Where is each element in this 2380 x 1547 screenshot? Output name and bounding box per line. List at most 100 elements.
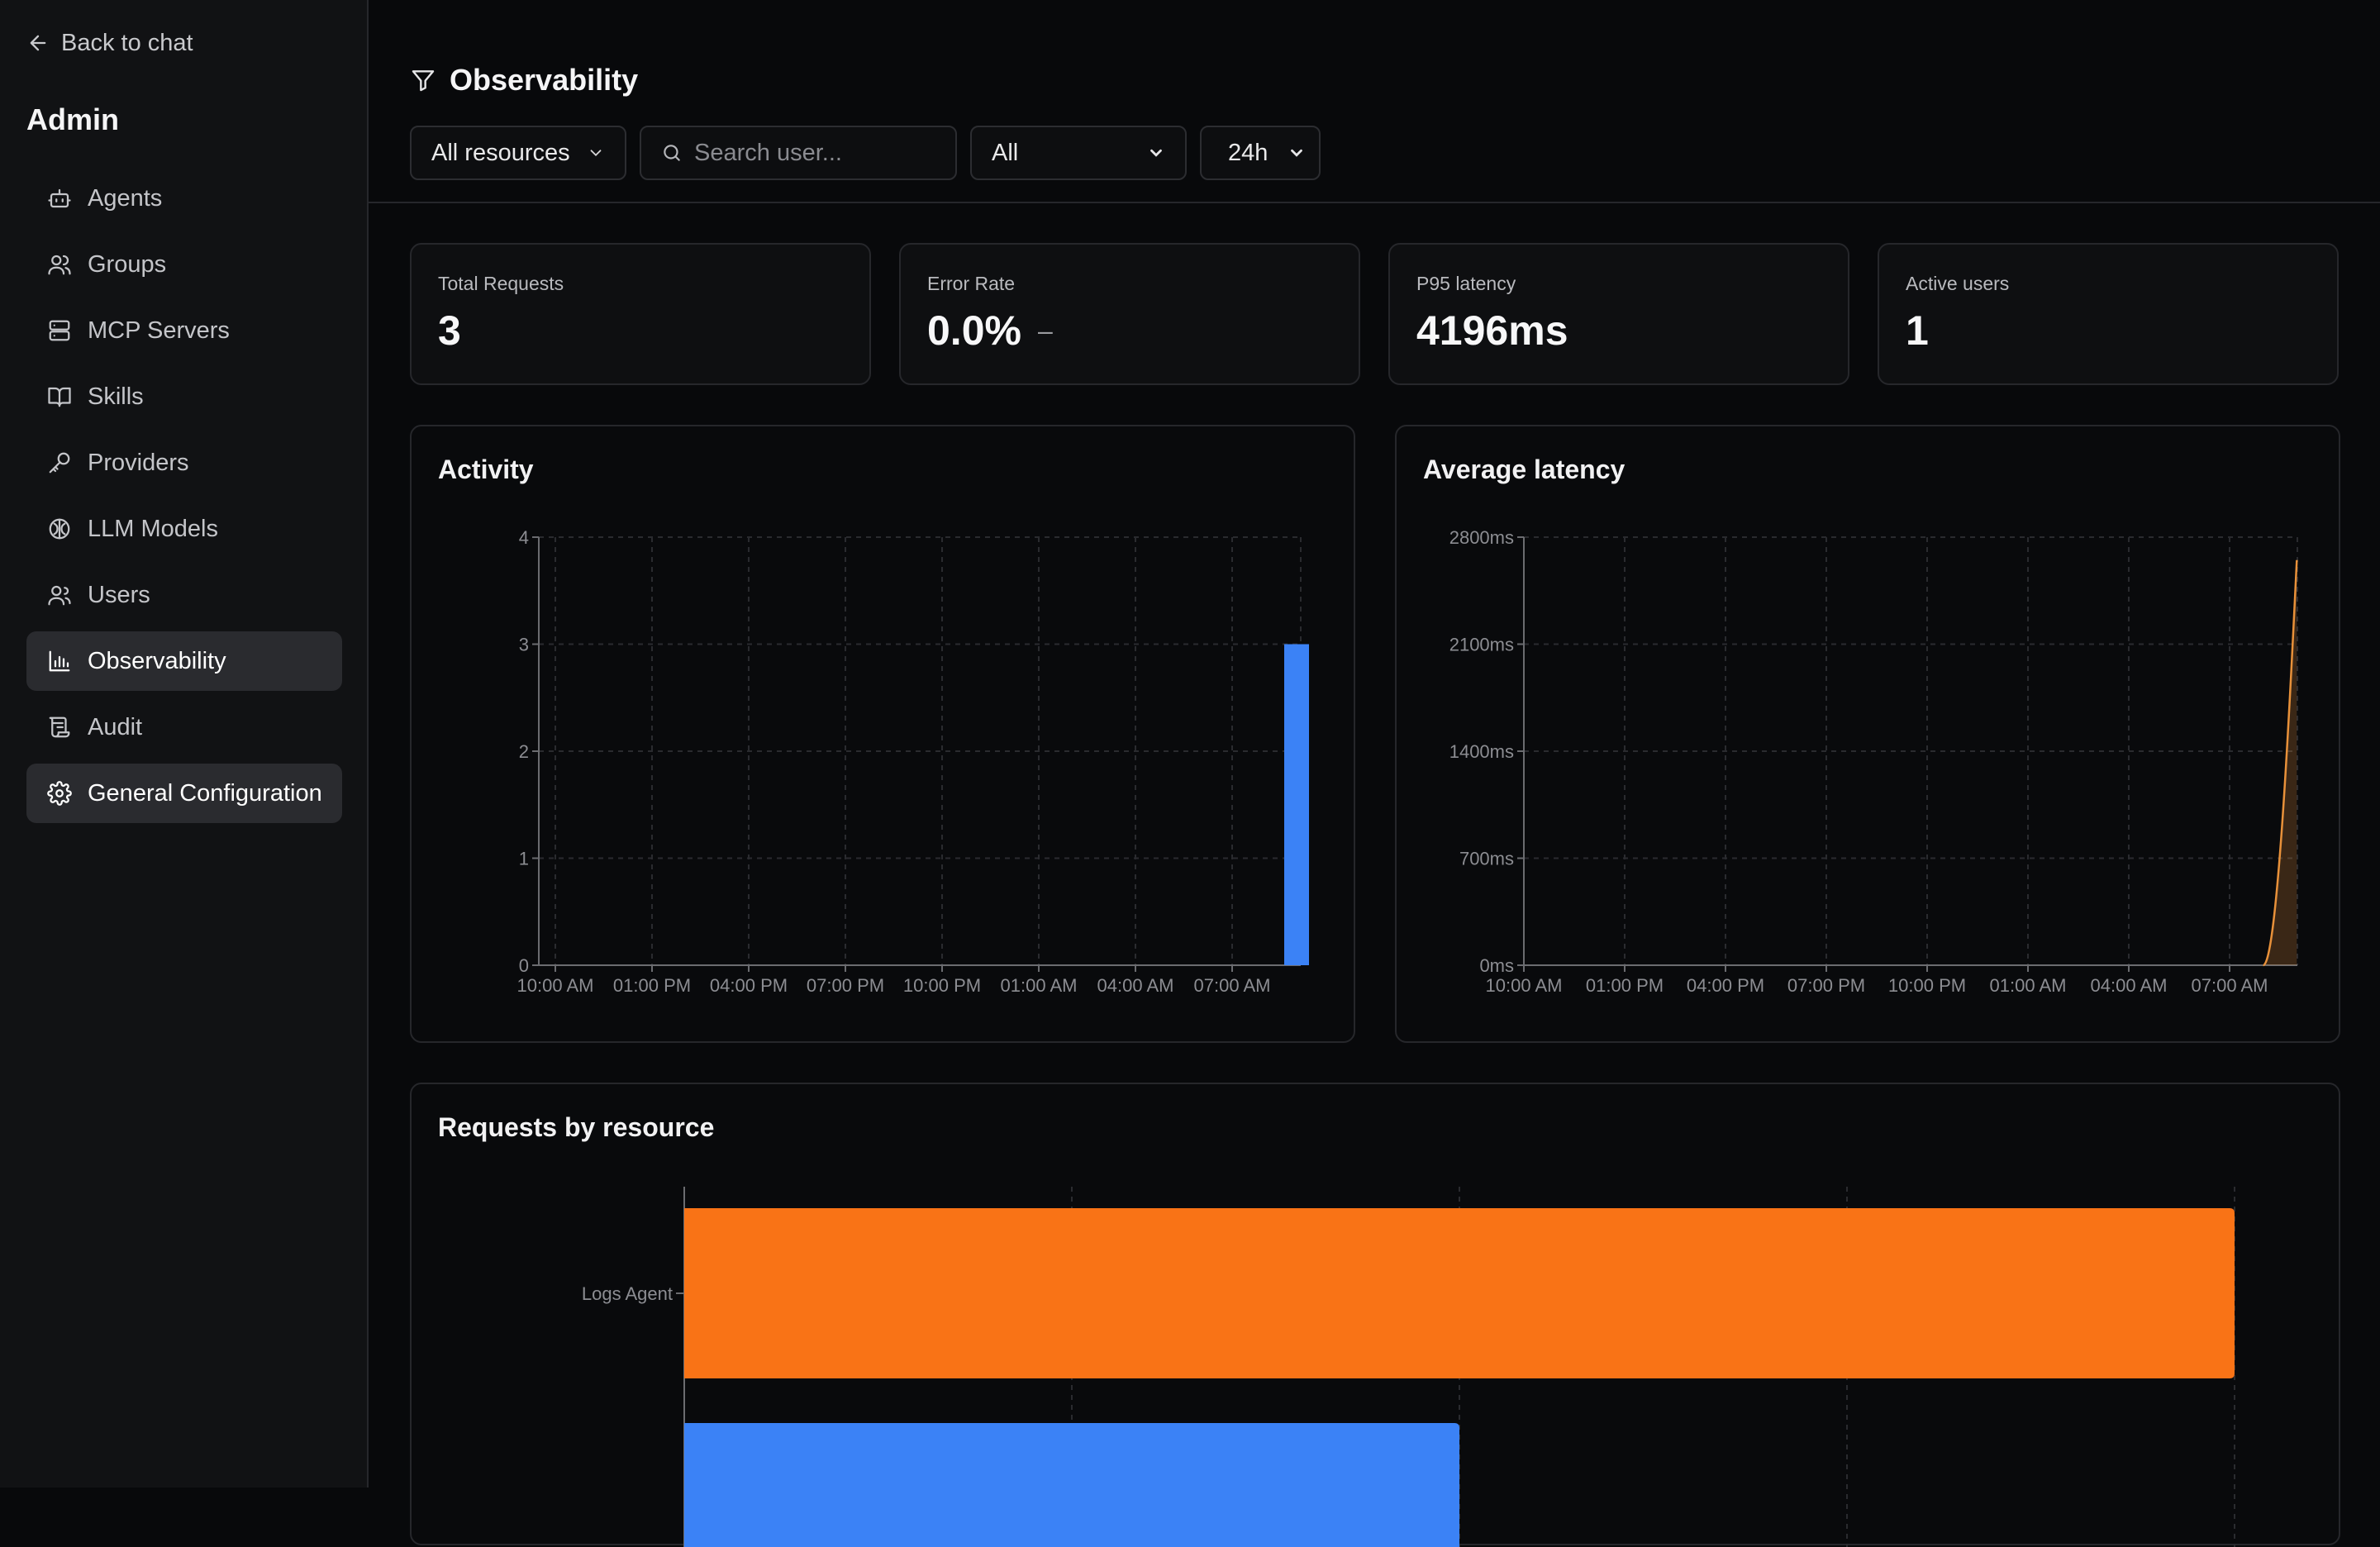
time-range-value: 24h — [1228, 139, 1269, 166]
sidebar-item-label: General Configuration — [88, 779, 322, 807]
sidebar-title: Admin — [26, 102, 119, 136]
panel-title: Average latency — [1423, 455, 1626, 484]
users-group-icon — [46, 251, 73, 278]
chevron-down-icon — [1150, 149, 1162, 157]
sidebar-item-agents[interactable]: Agents — [26, 169, 342, 228]
key-icon — [46, 450, 73, 476]
sidebar-item-skills[interactable]: Skills — [26, 367, 342, 426]
sidebar-item-label: LLM Models — [88, 515, 218, 542]
sidebar-item-label: Groups — [88, 250, 167, 278]
kpi-label: P95 latency — [1416, 273, 1516, 294]
requests-by-resource-chart: Logs Agent — [582, 1187, 2235, 1547]
x-tick-label: 04:00 PM — [1687, 975, 1764, 996]
activity-bar — [1284, 644, 1309, 965]
kpi-active-users: Active users 1 — [1878, 243, 2339, 385]
search-user-input[interactable]: Search user... — [640, 126, 957, 180]
status-select[interactable]: All — [970, 126, 1187, 180]
y-tick-label: 0ms — [1479, 955, 1514, 976]
kpi-value: 0.0% — [927, 307, 1021, 354]
sidebar-item-users[interactable]: Users — [26, 565, 342, 625]
panel-title: Activity — [438, 455, 534, 484]
x-tick-label: 01:00 PM — [1586, 975, 1664, 996]
chevron-down-icon — [1291, 149, 1302, 157]
sidebar: Back to chat Admin Agents Groups MCP Ser… — [0, 0, 369, 1488]
y-tick-label: 2 — [519, 741, 529, 762]
x-tick-label: 04:00 AM — [2091, 975, 2168, 996]
kpi-value: 4196ms — [1416, 307, 1568, 354]
header-divider — [369, 202, 2380, 203]
average-latency-chart: 0ms 700ms 1400ms 2100ms 2800ms 10:00 AM 01:00 … — [1449, 527, 2298, 996]
x-tick-label: 01:00 AM — [1990, 975, 2067, 996]
x-tick-label: 01:00 AM — [1001, 975, 1078, 996]
book-icon — [46, 383, 73, 410]
sidebar-item-general-configuration[interactable]: General Configuration — [26, 764, 342, 823]
resource-bar — [684, 1423, 1459, 1547]
chevron-down-icon — [590, 150, 602, 157]
sidebar-item-audit[interactable]: Audit — [26, 697, 342, 757]
bar-chart-icon — [46, 648, 73, 674]
y-tick-label: 2800ms — [1449, 527, 1514, 548]
main-content: Observability All resources Search user.… — [369, 0, 2380, 1547]
filter-toolbar: All resources Search user... All 24h — [410, 126, 1321, 180]
kpi-row: Total Requests 3 Error Rate 0.0% – P95 l… — [410, 243, 2339, 385]
x-tick-label: 10:00 AM — [517, 975, 594, 996]
y-tick-label: 4 — [519, 527, 529, 548]
y-tick-label: 3 — [519, 635, 529, 655]
kpi-label: Active users — [1906, 273, 2010, 294]
users-icon — [46, 582, 73, 608]
filter-icon — [412, 70, 435, 92]
x-tick-label: 10:00 AM — [1486, 975, 1563, 996]
sidebar-item-label: Agents — [88, 184, 163, 212]
y-tick-label: 1 — [519, 849, 529, 869]
y-tick-label: 1400ms — [1449, 741, 1514, 762]
requests-by-resource-panel: Logs Agent Requests by resource — [410, 1083, 2340, 1547]
sidebar-item-groups[interactable]: Groups — [26, 235, 342, 294]
y-tick-label: 2100ms — [1449, 635, 1514, 655]
scroll-icon — [46, 714, 73, 740]
x-tick-label: 07:00 PM — [1787, 975, 1865, 996]
search-placeholder: Search user... — [694, 139, 842, 166]
brain-icon — [46, 516, 73, 542]
x-tick-label: 10:00 PM — [1888, 975, 1966, 996]
kpi-p95-latency: P95 latency 4196ms — [1388, 243, 1849, 385]
sidebar-item-label: Skills — [88, 383, 144, 410]
kpi-total-requests: Total Requests 3 — [410, 243, 871, 385]
server-icon — [46, 317, 73, 344]
x-tick-label: 10:00 PM — [903, 975, 981, 996]
latency-line — [2262, 559, 2298, 967]
sidebar-item-observability[interactable]: Observability — [26, 631, 342, 691]
x-tick-label: 04:00 PM — [710, 975, 788, 996]
latency-area — [2263, 559, 2297, 965]
search-icon — [664, 145, 680, 161]
x-tick-label: 07:00 AM — [2192, 975, 2268, 996]
gear-icon — [46, 780, 73, 807]
sidebar-item-llm-models[interactable]: LLM Models — [26, 499, 342, 559]
resource-select[interactable]: All resources — [410, 126, 626, 180]
kpi-value: 3 — [438, 307, 461, 354]
y-tick-label: 0 — [519, 955, 529, 976]
resource-select-value: All resources — [431, 139, 570, 166]
sidebar-item-label: Audit — [88, 713, 143, 740]
x-tick-label: 07:00 AM — [1194, 975, 1271, 996]
kpi-label: Total Requests — [438, 273, 564, 294]
back-to-chat-link[interactable]: Back to chat — [26, 25, 193, 61]
x-tick-label: 07:00 PM — [807, 975, 884, 996]
average-latency-panel: 0ms 700ms 1400ms 2100ms 2800ms 10:00 AM 01:00 … — [1395, 425, 2340, 1043]
status-select-value: All — [992, 139, 1019, 166]
kpi-trend: – — [1037, 315, 1053, 345]
sidebar-item-label: Providers — [88, 449, 189, 476]
time-range-select[interactable]: 24h — [1200, 126, 1321, 180]
activity-chart: 0 1 2 3 4 10:00 AM 01:00 PM 04:00 PM 07:00 PM 10:… — [517, 527, 1309, 996]
x-tick-label: 01:00 PM — [613, 975, 691, 996]
x-tick-label: 04:00 AM — [1097, 975, 1174, 996]
sidebar-item-mcp-servers[interactable]: MCP Servers — [26, 301, 342, 360]
kpi-value: 1 — [1906, 307, 1929, 354]
activity-panel: 0 1 2 3 4 10:00 AM 01:00 PM 04:00 PM 07:00 PM 10:… — [410, 425, 1355, 1043]
kpi-error-rate: Error Rate 0.0% – — [899, 243, 1360, 385]
sidebar-item-label: MCP Servers — [88, 317, 230, 344]
sidebar-item-providers[interactable]: Providers — [26, 433, 342, 493]
page-title: Observability — [410, 63, 638, 98]
sidebar-nav: Agents Groups MCP Servers Skills Provide… — [26, 169, 342, 830]
panel-title: Requests by resource — [438, 1112, 715, 1142]
sidebar-item-label: Observability — [88, 647, 226, 674]
